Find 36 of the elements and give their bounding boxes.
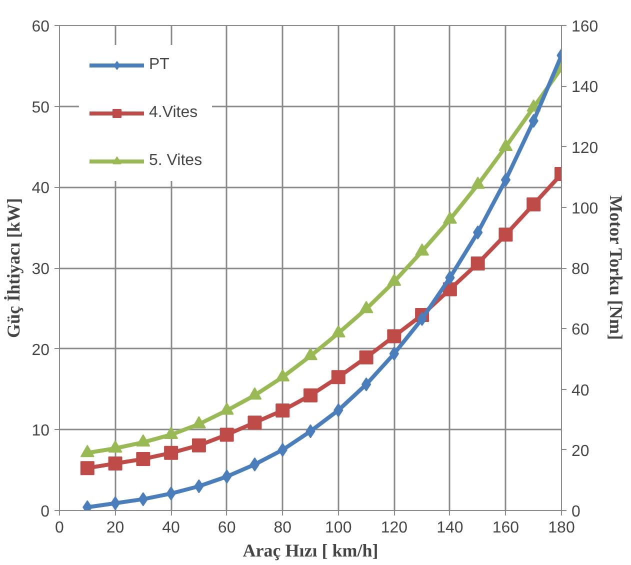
y-tick-label: 50 bbox=[32, 99, 50, 116]
x-tick-label: 140 bbox=[436, 520, 464, 536]
y2-tick-label: 60 bbox=[572, 322, 590, 339]
point bbox=[500, 172, 511, 187]
legend-label: 5. Vites bbox=[149, 152, 202, 170]
x-tick-label: 40 bbox=[162, 520, 180, 536]
y2-tick-label: 20 bbox=[572, 442, 590, 460]
y2-tick-label: 80 bbox=[572, 261, 590, 278]
x-axis-title: Araç Hızı [ km/h] bbox=[242, 540, 378, 560]
legend-label: PT bbox=[149, 56, 170, 74]
x-tick-label: 0 bbox=[55, 520, 64, 536]
x-tick-label: 100 bbox=[325, 520, 352, 536]
y-tick-label: 40 bbox=[32, 180, 50, 198]
x-tick-label: 60 bbox=[218, 520, 236, 536]
y2-tick-label: 40 bbox=[572, 382, 590, 400]
y2-tick-label: 160 bbox=[572, 18, 598, 36]
x-tick-label: 160 bbox=[492, 520, 520, 536]
x-tick-label: 80 bbox=[274, 520, 292, 536]
y2-tick-label: 0 bbox=[572, 504, 580, 520]
x-tick-label: 180 bbox=[548, 520, 575, 536]
y2-tick-label: 120 bbox=[572, 140, 598, 157]
y2-tick-label: 140 bbox=[572, 79, 598, 96]
y-axis-title: Güç İhtiyacı [kW] bbox=[4, 198, 24, 338]
y-tick-label: 0 bbox=[40, 504, 50, 520]
x-tick-label: 120 bbox=[380, 520, 408, 536]
y2-axis-title: Motor Torku [Nm] bbox=[606, 195, 626, 340]
legend-label: 4.Vites bbox=[149, 104, 198, 122]
point bbox=[250, 457, 260, 472]
point bbox=[110, 496, 120, 510]
y-tick-label: 60 bbox=[32, 18, 50, 36]
point bbox=[361, 377, 372, 392]
x-tick-label: 20 bbox=[106, 520, 124, 536]
y-tick-label: 10 bbox=[32, 422, 50, 440]
y-tick-label: 20 bbox=[32, 342, 50, 359]
y2-tick-label: 100 bbox=[572, 200, 598, 218]
y-tick-label: 30 bbox=[32, 261, 50, 278]
